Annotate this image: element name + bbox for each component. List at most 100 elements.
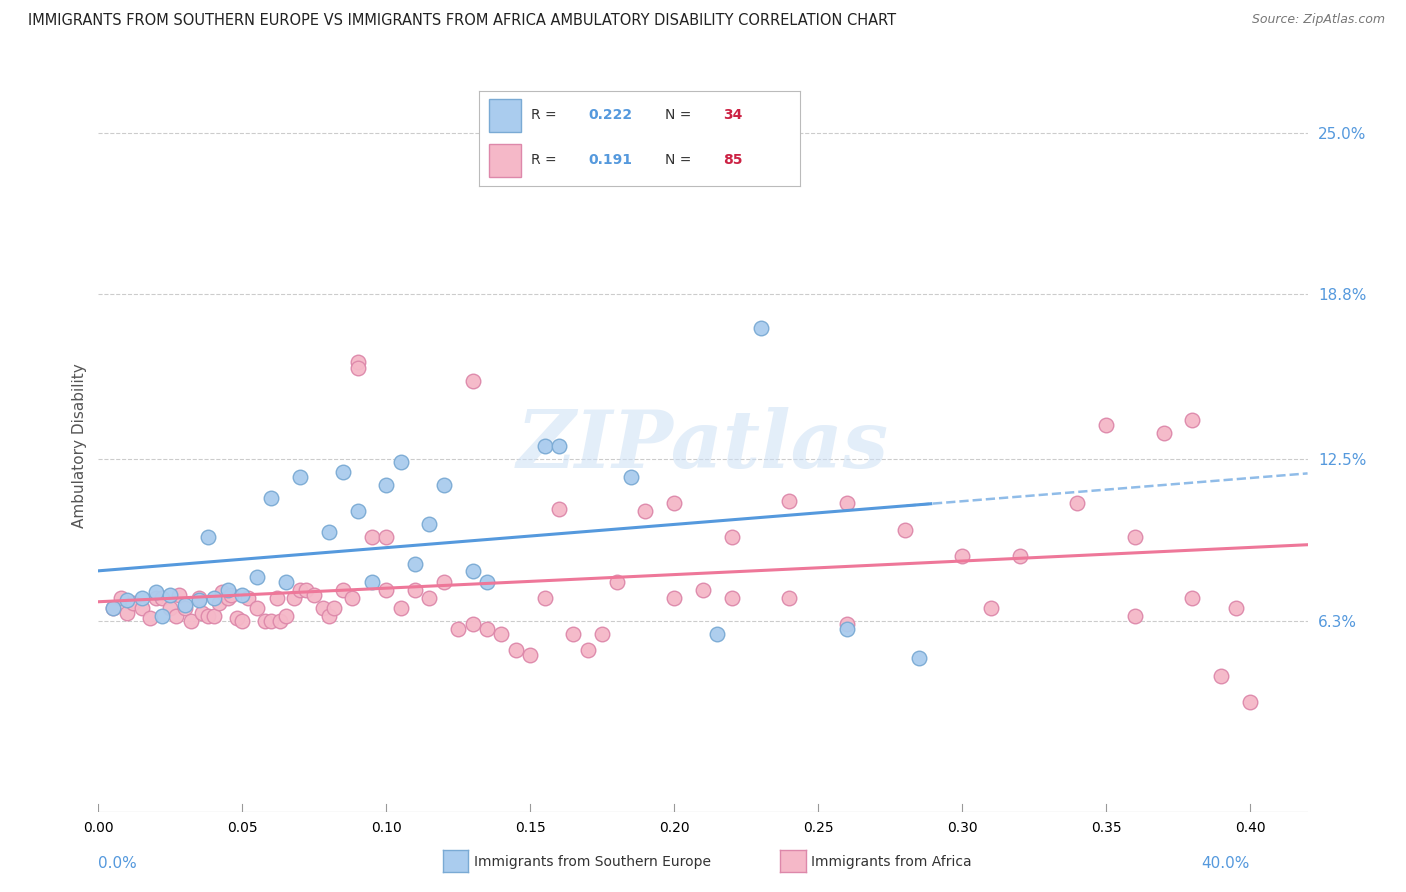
Point: [692, 582, 714, 597]
Point: [266, 591, 288, 605]
Point: [562, 627, 585, 641]
Point: [375, 582, 398, 597]
Point: [389, 601, 412, 615]
Point: [706, 627, 728, 641]
Point: [167, 588, 190, 602]
Point: [165, 608, 187, 623]
Point: [447, 622, 470, 636]
Point: [835, 622, 858, 636]
Point: [288, 470, 311, 484]
Point: [720, 591, 742, 605]
Point: [159, 601, 181, 615]
Point: [461, 616, 484, 631]
Y-axis label: Ambulatory Disability: Ambulatory Disability: [72, 364, 87, 528]
Point: [332, 465, 354, 479]
Point: [1095, 418, 1118, 433]
Point: [533, 439, 555, 453]
Point: [260, 614, 283, 628]
Point: [115, 593, 138, 607]
Point: [950, 549, 973, 563]
Point: [418, 591, 440, 605]
Point: [1181, 591, 1204, 605]
Point: [361, 574, 384, 589]
Point: [269, 614, 291, 628]
Point: [231, 588, 253, 602]
Point: [197, 530, 219, 544]
Point: [323, 601, 346, 615]
Point: [720, 530, 742, 544]
Point: [461, 565, 484, 579]
Point: [211, 585, 233, 599]
Point: [475, 574, 498, 589]
Point: [173, 599, 195, 613]
Point: [208, 596, 231, 610]
Point: [274, 608, 297, 623]
Point: [778, 591, 800, 605]
Point: [1239, 695, 1261, 709]
Point: [188, 593, 211, 607]
Point: [191, 606, 214, 620]
Point: [980, 601, 1002, 615]
Point: [180, 614, 202, 628]
Point: [591, 627, 613, 641]
Point: [548, 501, 571, 516]
Point: [159, 588, 181, 602]
Point: [505, 642, 527, 657]
Point: [404, 582, 426, 597]
Text: ZIPatlas: ZIPatlas: [517, 408, 889, 484]
Point: [620, 470, 643, 484]
Point: [312, 601, 335, 615]
Point: [332, 582, 354, 597]
Point: [110, 591, 132, 605]
Point: [173, 601, 195, 615]
Point: [778, 494, 800, 508]
Point: [219, 588, 242, 602]
Text: Immigrants from Africa: Immigrants from Africa: [811, 855, 972, 869]
Point: [260, 491, 283, 506]
Point: [274, 574, 297, 589]
Point: [115, 606, 138, 620]
Point: [418, 517, 440, 532]
Text: 40.0%: 40.0%: [1202, 855, 1250, 871]
Point: [1153, 425, 1175, 440]
Point: [533, 591, 555, 605]
Point: [475, 622, 498, 636]
Point: [197, 608, 219, 623]
Point: [576, 642, 599, 657]
Point: [202, 608, 225, 623]
Point: [246, 601, 269, 615]
Point: [318, 525, 340, 540]
Point: [664, 591, 686, 605]
Point: [461, 374, 484, 388]
Point: [548, 439, 571, 453]
Point: [283, 591, 305, 605]
Point: [131, 601, 153, 615]
Point: [389, 455, 412, 469]
Point: [340, 591, 363, 605]
Point: [304, 588, 326, 602]
Point: [835, 616, 858, 631]
Point: [433, 574, 456, 589]
Point: [1225, 601, 1247, 615]
Point: [1008, 549, 1031, 563]
Point: [101, 601, 124, 615]
Point: [491, 627, 513, 641]
Point: [361, 530, 384, 544]
Point: [202, 591, 225, 605]
Point: [1123, 530, 1146, 544]
Point: [225, 611, 247, 625]
Point: [288, 582, 311, 597]
Point: [404, 557, 426, 571]
Point: [664, 496, 686, 510]
Point: [346, 360, 368, 375]
Point: [150, 608, 173, 623]
Text: Immigrants from Southern Europe: Immigrants from Southern Europe: [474, 855, 711, 869]
Point: [294, 582, 316, 597]
Text: 0.0%: 0.0%: [98, 855, 138, 871]
Point: [131, 591, 153, 605]
Point: [634, 504, 657, 518]
Point: [122, 596, 145, 610]
Point: [1211, 669, 1233, 683]
Text: IMMIGRANTS FROM SOUTHERN EUROPE VS IMMIGRANTS FROM AFRICA AMBULATORY DISABILITY : IMMIGRANTS FROM SOUTHERN EUROPE VS IMMIG…: [28, 13, 896, 29]
Point: [217, 582, 239, 597]
